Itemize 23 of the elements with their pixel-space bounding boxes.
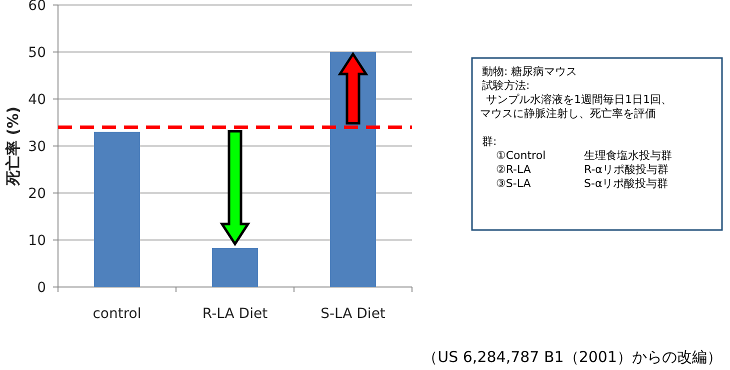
text: ②R-LA (496, 163, 532, 176)
bar (94, 132, 140, 287)
text: 試験方法: (482, 79, 530, 92)
y-tick-label: 30 (28, 139, 46, 155)
text: ③S-LA (496, 177, 532, 190)
y-tick-label: 0 (37, 280, 46, 296)
y-tick-label: 10 (28, 233, 46, 249)
text: 動物: 糖尿病マウス (482, 65, 578, 78)
text: 生理食塩水投与群 (584, 149, 672, 162)
text: マウスに静脈注射し、死亡率を評価 (480, 107, 656, 120)
text: 群: (482, 135, 497, 148)
text: （US 6,284,787 B1（2001）からの改編） (422, 348, 722, 366)
y-tick-label: 20 (28, 186, 46, 202)
text: ①Control (496, 149, 546, 162)
x-tick-label: control (92, 306, 142, 322)
text: S-αリポ酸投与群 (584, 177, 668, 190)
y-axis-title: 死亡率 (%) (4, 106, 22, 186)
x-tick-label: R-LA Diet (202, 306, 268, 322)
x-tick-label: S-LA Diet (320, 306, 386, 322)
text: R-αリポ酸投与群 (584, 163, 668, 176)
text: サンプル水溶液を1週間毎日1日1回、 (486, 93, 672, 106)
y-tick-label: 40 (28, 92, 46, 108)
y-tick-label: 50 (28, 45, 46, 61)
